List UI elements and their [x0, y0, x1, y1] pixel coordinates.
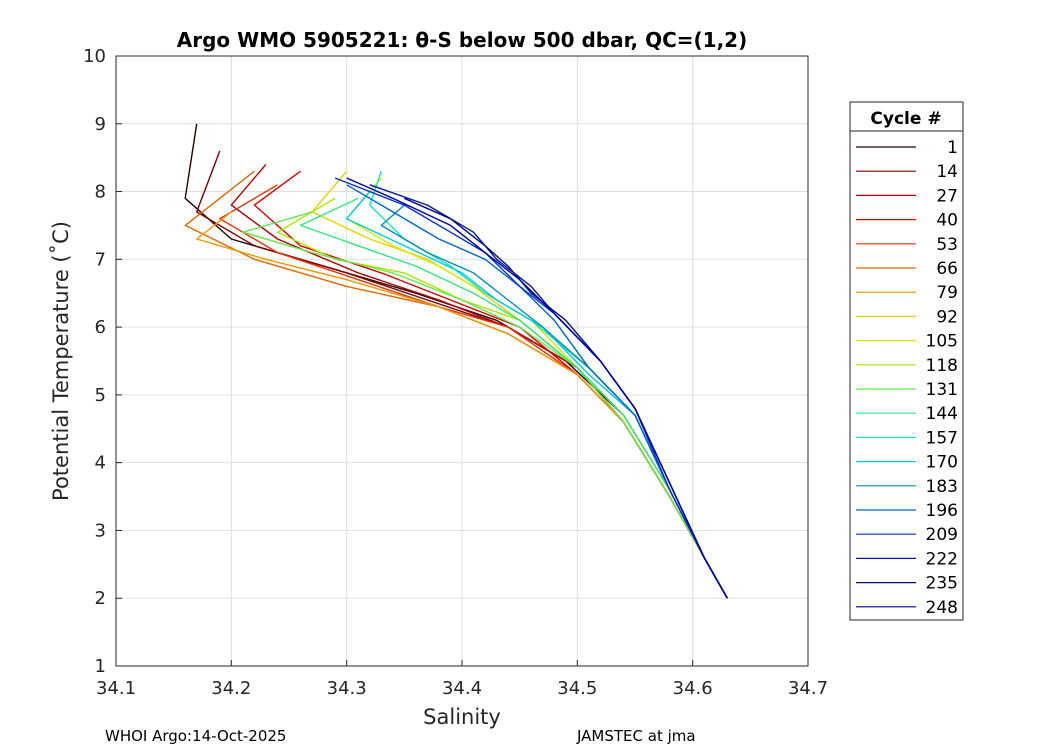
- y-tick-label: 2: [95, 588, 106, 609]
- legend-label: 14: [936, 162, 958, 182]
- x-tick-label: 34.6: [673, 678, 713, 699]
- legend-label: 53: [936, 235, 958, 255]
- legend-label: 157: [926, 428, 958, 448]
- legend-label: 170: [926, 453, 958, 473]
- x-tick-label: 34.5: [557, 678, 597, 699]
- x-axis-label: Salinity: [423, 705, 501, 729]
- footer-left: WHOI Argo:14-Oct-2025: [105, 727, 286, 745]
- legend-label: 209: [926, 525, 958, 545]
- legend-label: 222: [926, 549, 958, 569]
- legend: Cycle # 1 14 27 40 53 66 79 92 105 118 131 144 157 17…: [849, 101, 964, 621]
- legend-label: 27: [936, 186, 958, 206]
- x-tick-label: 34.7: [788, 678, 828, 699]
- y-tick-label: 3: [95, 520, 106, 541]
- y-tick-label: 7: [95, 249, 106, 270]
- x-tick-label: 34.2: [211, 678, 251, 699]
- legend-label: 131: [926, 380, 958, 400]
- x-tick-label: 34.1: [96, 678, 136, 699]
- series-line-cycle-131: [242, 211, 728, 599]
- legend-title: Cycle #: [870, 109, 941, 129]
- y-tick-label: 5: [95, 385, 106, 406]
- y-tick-label: 9: [95, 114, 106, 135]
- legend-label: 66: [936, 259, 958, 279]
- series-line-cycle-248: [346, 177, 728, 599]
- x-tick-label: 34.3: [327, 678, 367, 699]
- legend-label: 1: [947, 138, 958, 158]
- y-axis-label: Potential Temperature (˚C): [49, 221, 73, 501]
- legend-label: 248: [926, 598, 958, 618]
- y-tick-label: 10: [83, 46, 106, 67]
- legend-label: 40: [936, 211, 958, 231]
- legend-label: 183: [926, 477, 958, 497]
- y-tick-label: 4: [95, 453, 106, 474]
- x-tick-label: 34.4: [442, 678, 482, 699]
- legend-label: 92: [936, 307, 958, 327]
- y-tick-label: 1: [95, 656, 106, 677]
- legend-label: 235: [926, 574, 958, 594]
- footer-right: JAMSTEC at jma: [576, 727, 696, 745]
- series-group: [184, 123, 728, 599]
- legend-label: 105: [926, 332, 958, 352]
- legend-label: 144: [926, 404, 958, 424]
- legend-label: 79: [936, 283, 958, 303]
- tick-labels: 34.1 34.2 34.3 34.4 34.5 34.6 34.7 1 2 3 4 5 6 7 8 9 10: [83, 46, 828, 699]
- y-tick-label: 6: [95, 317, 106, 338]
- legend-entries: 1 14 27 40 53 66 79 92 105 118 131 144 157 170 183 196 2…: [856, 138, 958, 618]
- legend-label: 196: [926, 501, 958, 521]
- legend-label: 118: [926, 356, 958, 376]
- chart-title: Argo WMO 5905221: θ-S below 500 dbar, QC…: [177, 28, 747, 52]
- y-tick-label: 8: [95, 182, 106, 203]
